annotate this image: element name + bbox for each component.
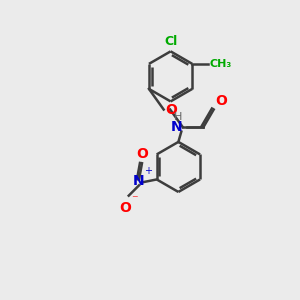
Text: N: N <box>171 120 183 134</box>
Text: O: O <box>136 147 148 161</box>
Text: ⁻: ⁻ <box>131 194 138 207</box>
Text: O: O <box>215 94 227 108</box>
Text: CH₃: CH₃ <box>210 59 232 69</box>
Text: O: O <box>119 201 131 215</box>
Text: N: N <box>133 174 145 188</box>
Text: O: O <box>165 103 177 117</box>
Text: H: H <box>174 112 182 122</box>
Text: Cl: Cl <box>164 35 177 48</box>
Text: +: + <box>144 166 152 176</box>
